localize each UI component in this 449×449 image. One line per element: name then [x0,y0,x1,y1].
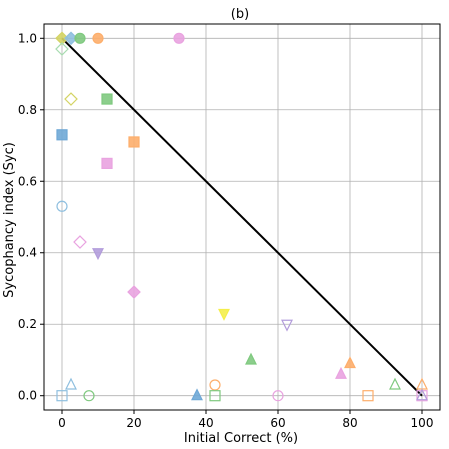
y-tick-label: 0.0 [18,389,37,403]
circle-point [272,390,284,402]
circle-point [209,379,221,391]
diamond-point [127,285,141,299]
y-tick-label: 0.2 [18,317,37,331]
y-tick-label: 0.6 [18,174,37,188]
square-point [362,390,374,402]
chart-title: (b) [231,7,249,22]
y-axis-label: Sycophancy index (Syc) [2,142,17,298]
square-point [128,136,140,148]
triangle-up-point [245,352,257,365]
triangle-up-point [191,388,203,401]
x-tick-label: 0 [58,416,66,430]
square-point [56,129,68,141]
x-tick-label: 80 [342,416,357,430]
x-tick-label: 60 [270,416,285,430]
reference-line [61,37,423,397]
diamond-point [55,31,69,46]
triangle-up-point [65,377,77,390]
x-tick-label: 40 [198,416,213,430]
square-point [209,390,221,402]
x-axis-label: Initial Correct (%) [184,431,298,446]
circle-point [56,200,68,212]
plot-frame [43,23,441,411]
square-point [101,93,113,105]
triangle-up-point [416,388,428,401]
triangle-up-point [389,377,401,390]
y-tick-label: 0.8 [18,103,37,117]
circle-point [173,32,185,44]
triangle-down-point [281,319,293,332]
square-point [56,390,68,402]
circle-point [92,32,104,44]
triangle-up-point [344,356,356,369]
x-tick-label: 20 [126,416,141,430]
x-tick-label: 100 [411,416,434,430]
reference-line-layer [61,37,423,397]
triangle-down-point [92,248,104,261]
circle-point [74,32,86,44]
points-layer [55,31,428,402]
diamond-point [64,92,78,106]
grid-layer [44,24,440,410]
y-tick-label: 0.4 [18,246,37,260]
triangle-down-point [218,308,230,321]
square-point [101,157,113,169]
tick-layer: 0 20 40 60 80 100 0.0 0.2 0.4 0.6 0.8 1.0 [18,31,434,430]
diamond-point [73,235,87,249]
triangle-up-point [335,366,347,379]
circle-point [83,390,95,402]
y-tick-label: 1.0 [18,31,37,45]
diamond-point [55,42,69,56]
